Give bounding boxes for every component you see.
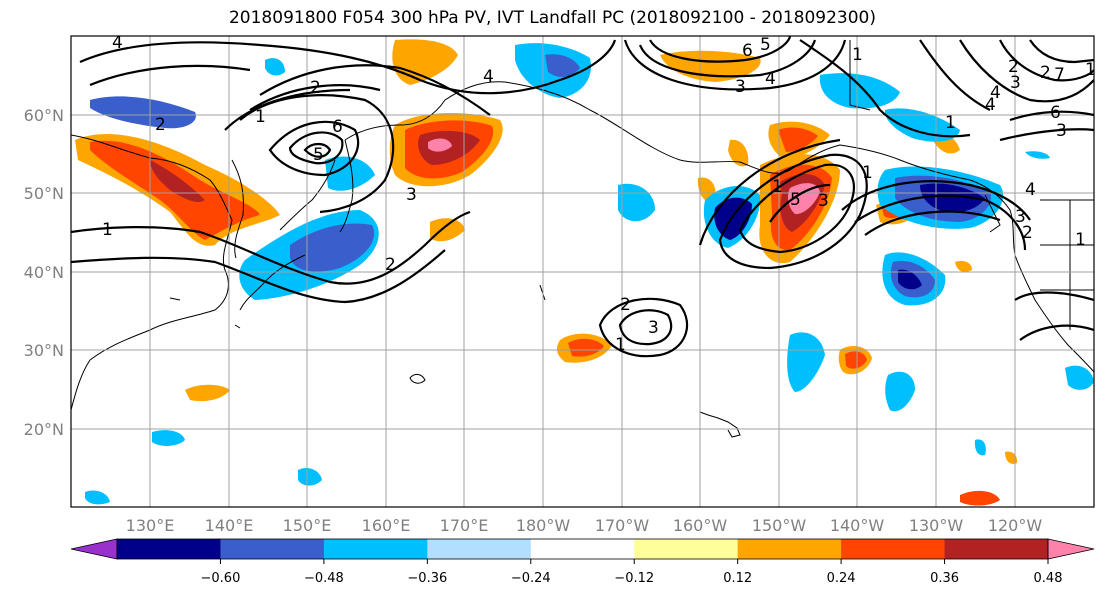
contour-label: 1 xyxy=(102,220,113,240)
lat-label: 30°N xyxy=(24,341,64,360)
lon-label: 170°E xyxy=(440,516,489,535)
colorbar-extend-max xyxy=(1047,538,1095,560)
contour-label: 2 xyxy=(1008,57,1019,77)
lat-label: 40°N xyxy=(24,263,64,282)
contour-labels: 4 2 1 6 5 3 1 2 4 6 5 4 3 1 2 1 3 2 1 7 … xyxy=(102,33,1096,355)
contour-label: 4 xyxy=(112,33,123,53)
contour-label: 2 xyxy=(155,115,166,135)
colorbar-tick-label: −0.60 xyxy=(201,571,241,586)
contour-label: 3 xyxy=(735,77,746,97)
contour-label: 4 xyxy=(990,83,1001,103)
contour-label: 3 xyxy=(1010,73,1021,93)
colorbar-tick-label: 0.12 xyxy=(723,571,752,586)
contour-label: 1 xyxy=(862,163,873,183)
contour-label: 6 xyxy=(742,41,753,61)
colorbar: −0.60 −0.48 −0.36 −0.24 −0.12 0.12 0.24 0.36 0.4… xyxy=(70,538,1095,586)
contour-label: 3 xyxy=(1056,121,1067,141)
lon-label: 160°E xyxy=(362,516,411,535)
lon-label: 150°W xyxy=(752,516,807,535)
colorbar-tick-label: −0.48 xyxy=(304,571,344,586)
lon-label: 160°W xyxy=(673,516,728,535)
contour-label: 3 xyxy=(406,185,417,205)
colorbar-tick-label: −0.24 xyxy=(511,571,551,586)
colorbar-segment xyxy=(737,539,842,559)
map-plot-area: 4 2 1 6 5 3 1 2 4 6 5 4 3 1 2 1 3 2 1 7 … xyxy=(71,33,1096,507)
colorbar-segment xyxy=(117,539,221,559)
contour-label: 2 xyxy=(1022,223,1033,243)
lat-label: 60°N xyxy=(24,106,64,125)
colorbar-tick-label: 0.36 xyxy=(930,571,959,586)
colorbar-frame xyxy=(116,538,1049,560)
colorbar-tick-label: 0.48 xyxy=(1034,571,1063,586)
colorbar-segment xyxy=(530,539,635,559)
contour-label: 3 xyxy=(818,191,829,211)
lon-label: 180°W xyxy=(516,516,571,535)
contour-label: 7 xyxy=(1054,65,1065,85)
lat-label: 50°N xyxy=(24,184,64,203)
contour-label: 5 xyxy=(760,35,771,55)
colorbar-segment xyxy=(220,539,325,559)
colorbar-segment xyxy=(944,539,1049,559)
contour-label: 1 xyxy=(615,335,626,355)
lon-label: 130°E xyxy=(126,516,175,535)
contour-label: 3 xyxy=(648,318,659,338)
colorbar-tick-label: 0.24 xyxy=(827,571,856,586)
contour-label: 2 xyxy=(310,78,321,98)
colorbar-tick-label: −0.36 xyxy=(407,571,447,586)
contour-label: 1 xyxy=(1085,60,1096,80)
contour-label: 1 xyxy=(255,107,266,127)
colorbar-ticks: −0.60 −0.48 −0.36 −0.24 −0.12 0.12 0.24 0.36 0.4… xyxy=(201,559,1063,586)
contour-label: 5 xyxy=(790,190,801,210)
colorbar-segment xyxy=(427,539,532,559)
colorbar-extend-min xyxy=(70,538,118,560)
contour-label: 1 xyxy=(772,177,783,197)
colorbar-segment xyxy=(841,539,946,559)
contour-label: 3 xyxy=(1015,207,1026,227)
colorbar-segment xyxy=(634,539,739,559)
contour-label: 5 xyxy=(313,145,324,165)
contour-label: 4 xyxy=(483,67,494,87)
longitude-labels: 130°E 140°E 150°E 160°E 170°E 180°W 170°… xyxy=(126,516,1043,535)
contour-label: 2 xyxy=(620,295,631,315)
latitude-labels: 60°N 50°N 40°N 30°N 20°N xyxy=(24,106,64,439)
map-frame xyxy=(70,35,1095,508)
contour-label: 6 xyxy=(332,117,343,137)
lon-label: 140°W xyxy=(830,516,885,535)
lon-label: 170°W xyxy=(595,516,650,535)
contour-label: 2 xyxy=(385,255,396,275)
lon-label: 140°E xyxy=(205,516,254,535)
colorbar-segments xyxy=(117,539,1049,559)
map-title: 2018091800 F054 300 hPa PV, IVT Landfall… xyxy=(228,8,876,28)
contour-label: 6 xyxy=(1050,103,1061,123)
coastlines xyxy=(71,40,1094,438)
colorbar-tick-label: −0.12 xyxy=(614,571,654,586)
colorbar-segment xyxy=(323,539,428,559)
lat-label: 20°N xyxy=(24,420,64,439)
lon-label: 120°W xyxy=(988,516,1043,535)
lon-label: 150°E xyxy=(283,516,332,535)
contour-label: 4 xyxy=(1025,180,1036,200)
contour-label: 4 xyxy=(985,95,996,115)
pv-contours xyxy=(71,36,1094,358)
contour-label: 1 xyxy=(945,113,956,133)
lon-label: 130°W xyxy=(909,516,964,535)
contour-label: 4 xyxy=(765,69,776,89)
contour-label: 1 xyxy=(1075,230,1086,250)
contour-label: 1 xyxy=(852,45,863,65)
contour-label: 2 xyxy=(1040,63,1051,83)
